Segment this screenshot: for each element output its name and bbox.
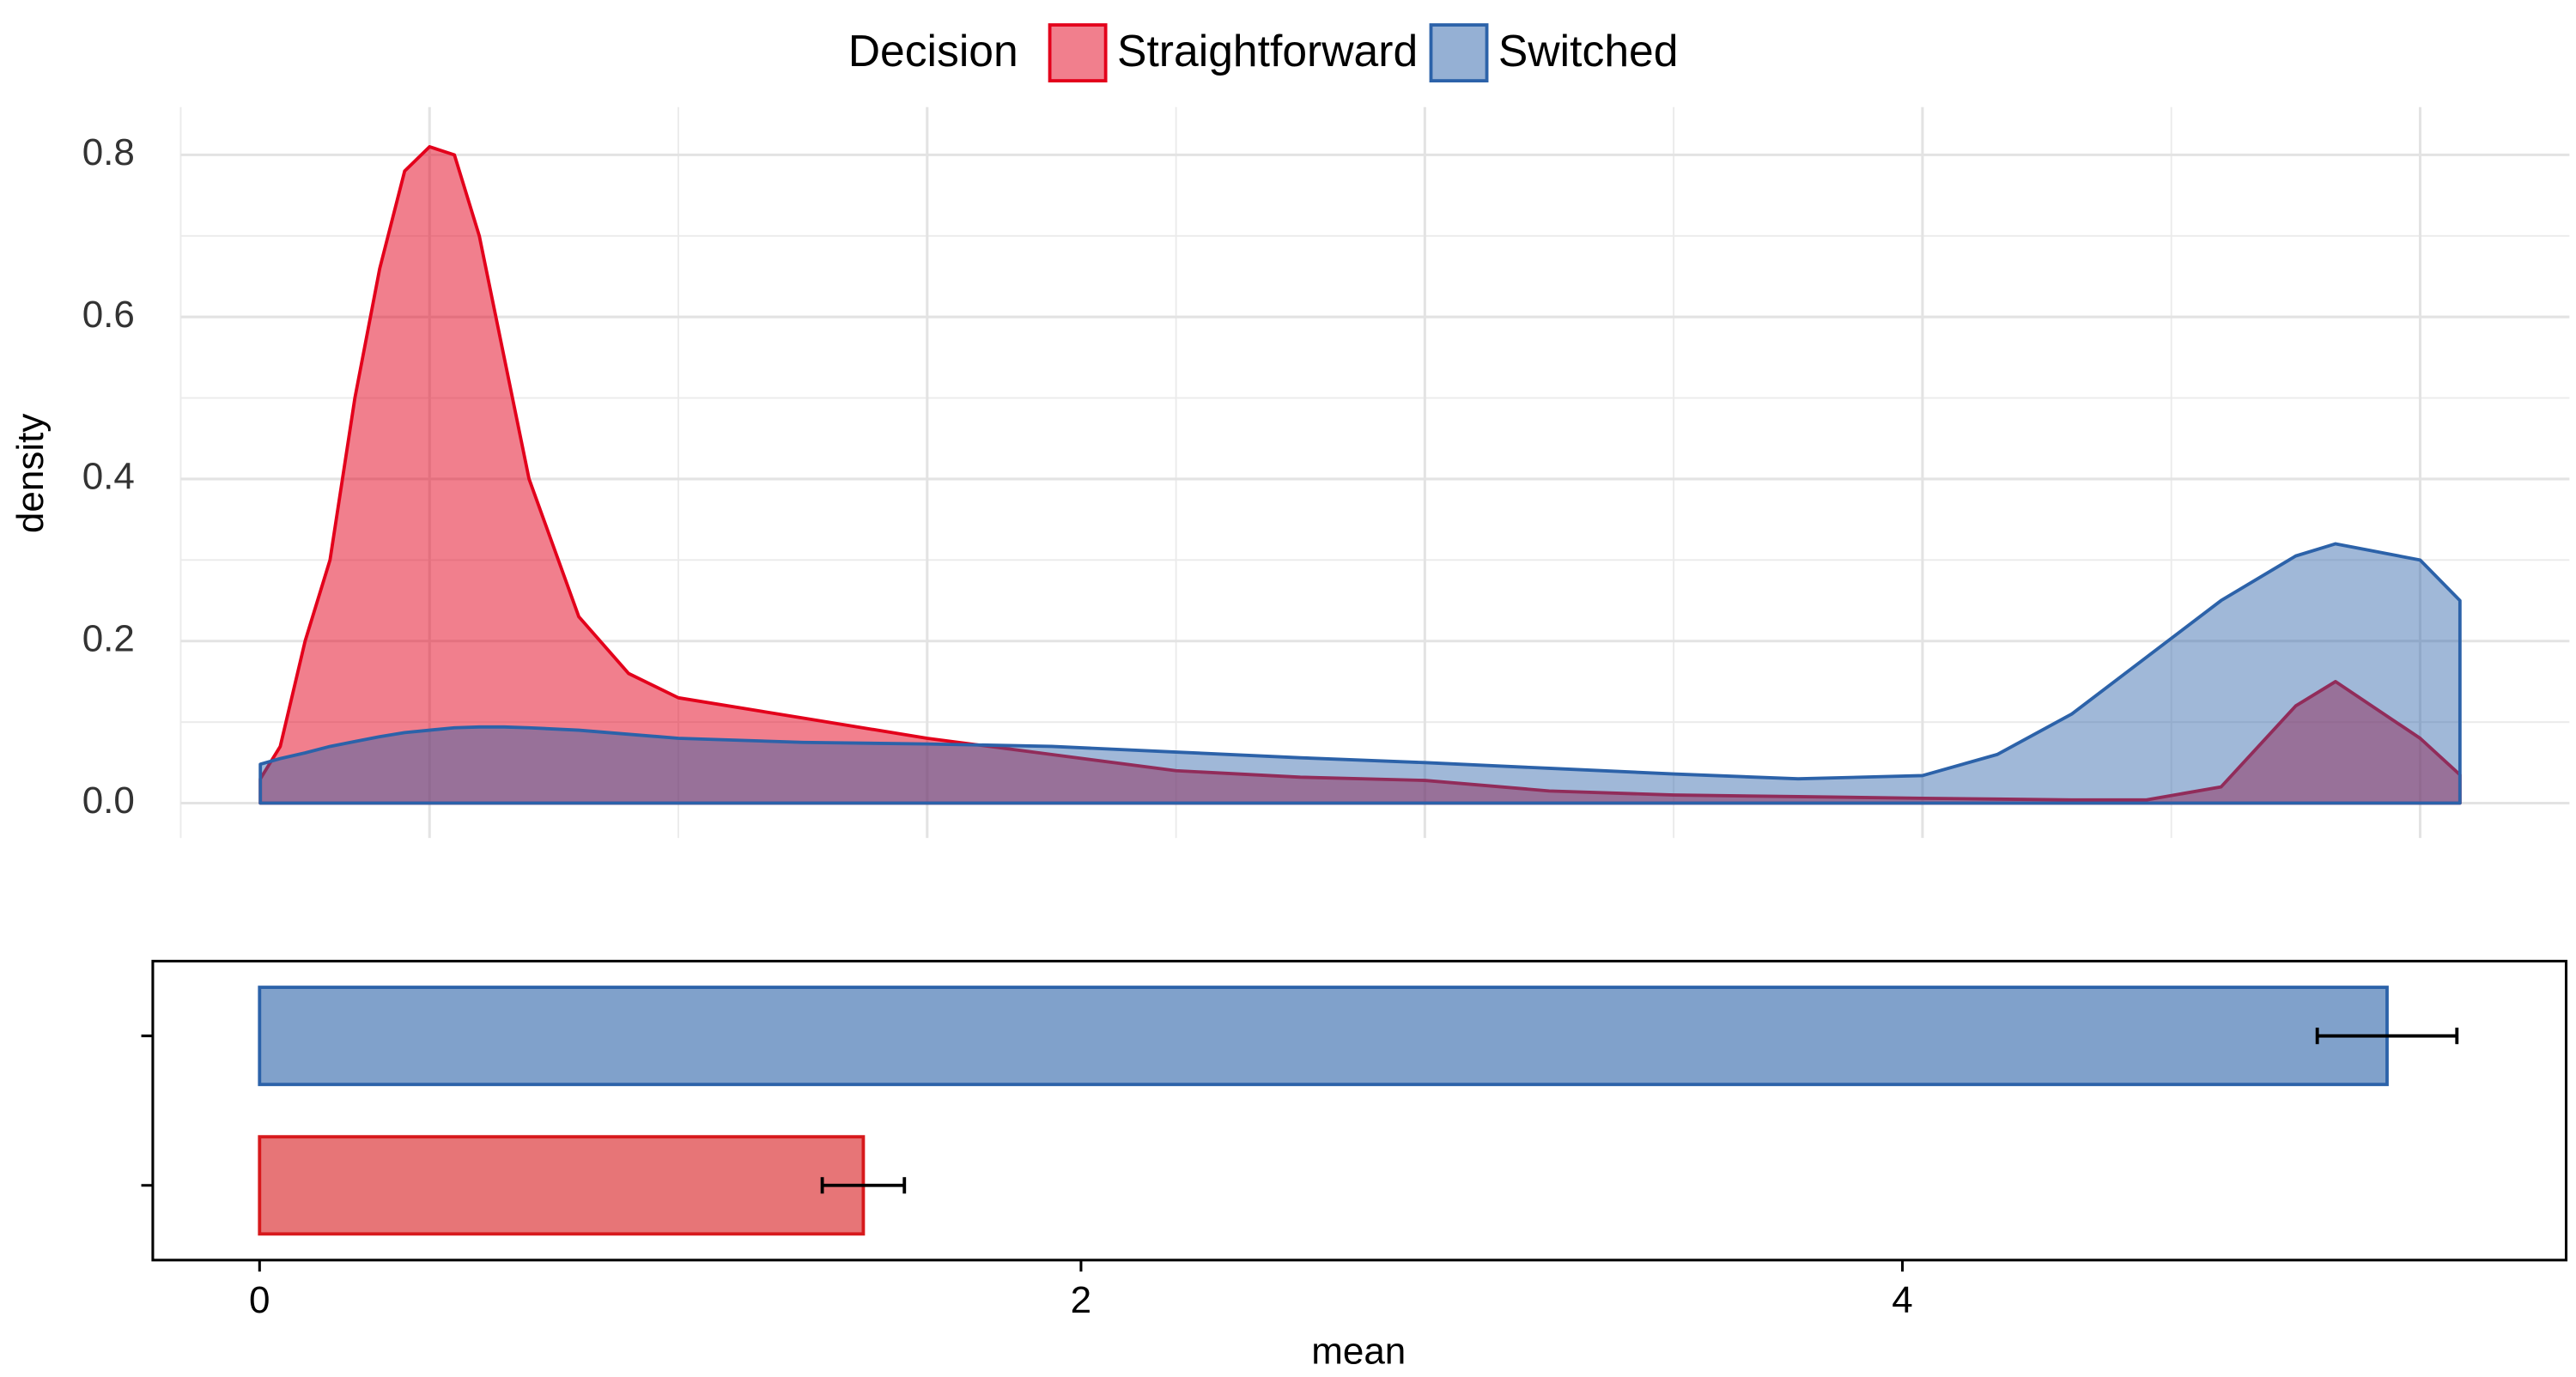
panel-border xyxy=(151,960,2568,1262)
legend-title: Decision xyxy=(848,26,1018,76)
y-tick-label: 0.2 xyxy=(82,617,135,659)
legend-key xyxy=(1429,23,1489,83)
legend-label: Switched xyxy=(1498,26,1679,76)
x-tick-label: 4 xyxy=(1892,1279,1912,1321)
y-tick-label: 0.4 xyxy=(82,456,135,498)
x-tick-label: 2 xyxy=(1071,1279,1091,1321)
bar xyxy=(258,986,2389,1087)
density-area xyxy=(258,542,2462,805)
x-tick-label: 0 xyxy=(249,1279,270,1321)
legend-label: Straightforward xyxy=(1117,26,1418,76)
bar xyxy=(258,1135,866,1236)
x-axis-label: mean xyxy=(1311,1330,1406,1372)
y-axis-label: density xyxy=(9,414,52,533)
y-tick-label: 0.0 xyxy=(82,779,135,822)
y-tick-label: 0.6 xyxy=(82,294,135,336)
legend-key xyxy=(1048,23,1108,83)
y-tick-label: 0.8 xyxy=(82,131,135,173)
